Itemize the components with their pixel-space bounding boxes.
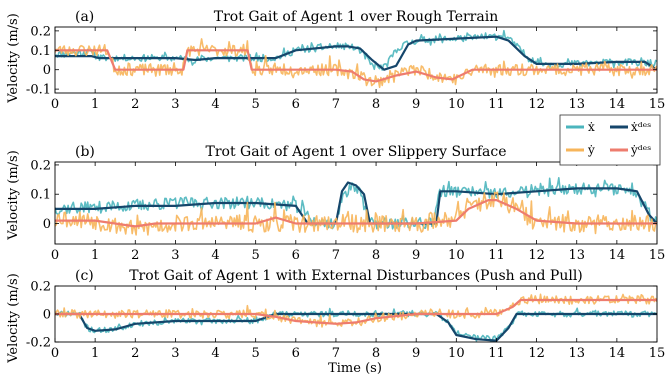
xtick-label-a-11: 11 <box>488 97 505 112</box>
panel-title-c: Trot Gait of Agent 1 with External Distu… <box>129 268 583 284</box>
series-line-xdot-des-b <box>55 181 657 225</box>
xtick-label-c-10: 10 <box>448 346 465 361</box>
xtick-label-a-10: 10 <box>448 97 465 112</box>
xtick-label-b-9: 9 <box>412 248 420 263</box>
xtick-label-b-15: 15 <box>649 248 665 263</box>
ytick-label-a-1: 0.1 <box>30 44 51 59</box>
xtick-label-c-4: 4 <box>211 346 219 361</box>
panel-label-c: (c) <box>75 268 94 284</box>
ytick-label-b-1: 0.1 <box>30 188 51 203</box>
legend: ẋ ẋᵈᵉˢ ẏ ẏᵈᵉˢ <box>559 114 661 166</box>
plot-frame-a <box>54 26 658 94</box>
series-line-ydot-des-c <box>55 298 657 325</box>
xtick-label-c-14: 14 <box>609 346 626 361</box>
xtick-label-a-2: 2 <box>131 97 139 112</box>
ytick-label-c-1: 0 <box>43 308 51 323</box>
ytick-label-b-2: 0 <box>43 217 51 232</box>
xtick-label-a-8: 8 <box>372 97 380 112</box>
xtick-label-a-13: 13 <box>568 97 585 112</box>
legend-label-ydot-des: ẏᵈᵉˢ <box>630 143 651 157</box>
xtick-label-b-12: 12 <box>528 248 545 263</box>
xtick-label-b-0: 0 <box>51 248 59 263</box>
xtick-label-a-7: 7 <box>332 97 340 112</box>
xtick-label-c-8: 8 <box>372 346 380 361</box>
ytick-label-a-2: 0 <box>43 63 51 78</box>
xtick-label-a-3: 3 <box>171 97 179 112</box>
ytick-label-a-3: -0.1 <box>26 83 51 98</box>
legend-label-xdot-des: ẋᵈᵉˢ <box>631 120 651 134</box>
xtick-label-b-14: 14 <box>609 248 626 263</box>
xtick-label-c-3: 3 <box>171 346 179 361</box>
xtick-label-c-13: 13 <box>568 346 585 361</box>
xtick-label-c-6: 6 <box>292 346 300 361</box>
xlabel: Time (s) <box>328 361 382 376</box>
xtick-label-b-13: 13 <box>568 248 585 263</box>
series-group-b <box>55 177 657 236</box>
xtick-label-a-15: 15 <box>649 97 665 112</box>
panel-b: 0 1 2 3 4 5 6 7 8 9 10 11 12 13 14 150.20.10(b) Trot Gai… <box>30 144 665 263</box>
xtick-label-c-9: 9 <box>412 346 420 361</box>
xtick-label-c-15: 15 <box>649 346 665 361</box>
plot-frame-b <box>54 161 658 245</box>
xtick-label-c-12: 12 <box>528 346 545 361</box>
xtick-label-c-5: 5 <box>252 346 260 361</box>
xtick-label-a-6: 6 <box>292 97 300 112</box>
xtick-label-b-3: 3 <box>171 248 179 263</box>
xtick-label-c-11: 11 <box>488 346 505 361</box>
ytick-label-a-0: 0.2 <box>30 24 51 39</box>
xtick-label-b-11: 11 <box>488 248 505 263</box>
panel-label-a: (a) <box>75 9 94 25</box>
ytick-label-b-0: 0.2 <box>30 158 51 173</box>
xtick-label-a-12: 12 <box>528 97 545 112</box>
xtick-label-a-0: 0 <box>51 97 59 112</box>
xtick-label-a-9: 9 <box>412 97 420 112</box>
xtick-label-c-7: 7 <box>332 346 340 361</box>
series-line-ydot-des-a <box>55 49 657 83</box>
xtick-label-c-0: 0 <box>51 346 59 361</box>
legend-label-ydot: ẏ <box>587 143 595 157</box>
panel-a: 0 1 2 3 4 5 6 7 8 9 10 11 12 13 14 150.20.10-0.1(a) Trot… <box>26 9 665 112</box>
xtick-label-a-5: 5 <box>252 97 260 112</box>
legend-label-xdot: ẋ <box>588 120 595 134</box>
panel-label-b: (b) <box>75 144 95 160</box>
xtick-label-b-5: 5 <box>252 248 260 263</box>
series-line-xdot-b <box>55 177 657 230</box>
xtick-label-b-6: 6 <box>292 248 300 263</box>
ylabel-c: Velocity (m/s) <box>6 273 21 364</box>
series-group-a <box>55 29 657 89</box>
xtick-label-b-2: 2 <box>131 248 139 263</box>
panel-c: 0 1 2 3 4 5 6 7 8 9 10 11 12 13 14 150.20-0.2(c) Trot Ga… <box>26 268 665 361</box>
series-group-c <box>55 293 657 342</box>
ylabel-a: Velocity (m/s) <box>6 13 21 104</box>
ytick-label-c-2: -0.2 <box>26 336 51 351</box>
xtick-label-a-4: 4 <box>211 97 219 112</box>
panel-title-b: Trot Gait of Agent 1 over Slippery Surfa… <box>205 144 506 160</box>
xtick-label-b-10: 10 <box>448 248 465 263</box>
legend-frame <box>559 114 661 166</box>
ytick-label-c-0: 0.2 <box>30 280 51 295</box>
xtick-label-c-2: 2 <box>131 346 139 361</box>
xtick-label-b-4: 4 <box>211 248 219 263</box>
ylabel-b: Velocity (m/s) <box>6 150 21 241</box>
series-line-ydot-b <box>55 191 657 236</box>
xtick-label-b-1: 1 <box>91 248 99 263</box>
xtick-label-a-14: 14 <box>609 97 626 112</box>
xtick-label-a-1: 1 <box>91 97 99 112</box>
panel-title-a: Trot Gait of Agent 1 over Rough Terrain <box>214 9 498 25</box>
xtick-label-c-1: 1 <box>91 346 99 361</box>
xtick-label-b-7: 7 <box>332 248 340 263</box>
series-line-ydot-des-b <box>55 199 657 228</box>
series-line-xdot-des-c <box>55 312 657 342</box>
xtick-label-b-8: 8 <box>372 248 380 263</box>
